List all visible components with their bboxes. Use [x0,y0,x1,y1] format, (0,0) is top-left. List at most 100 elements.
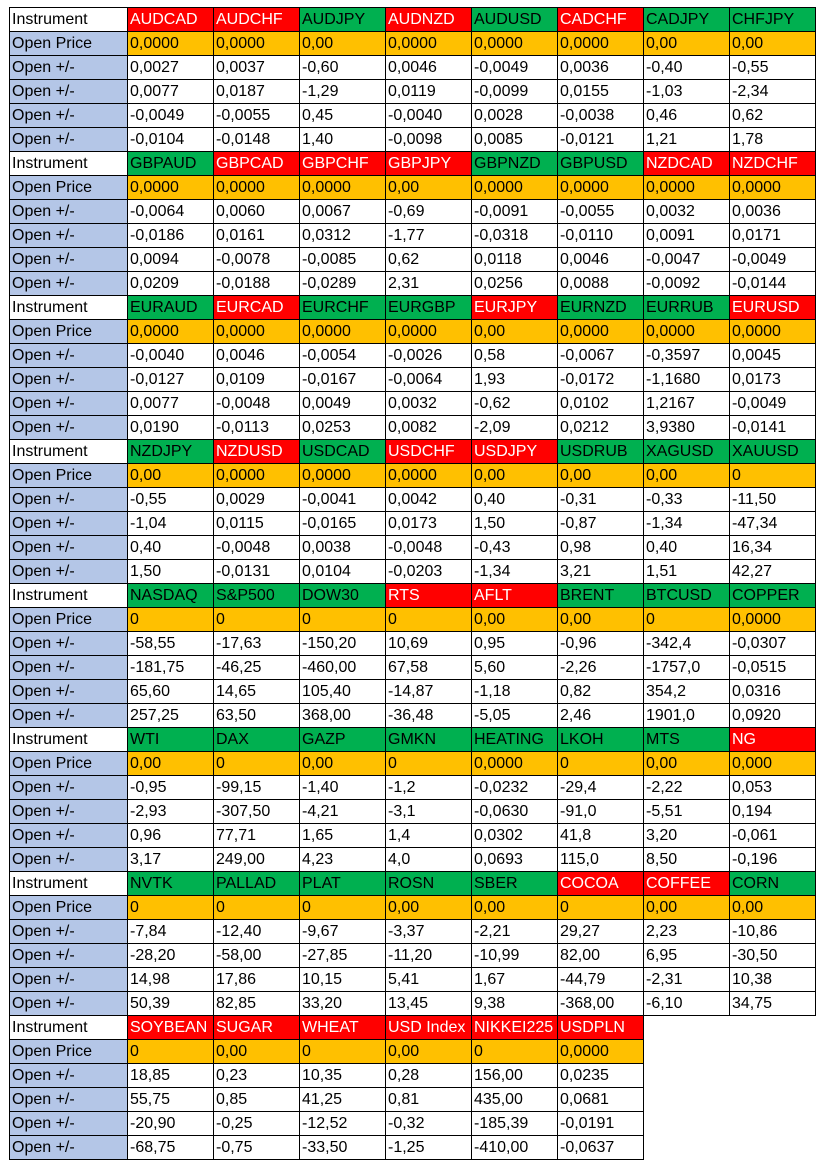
open-price-value: 0,0000 [127,319,214,344]
open-delta-value: -0,0049 [471,55,558,80]
open-delta-value: 14,65 [213,679,300,704]
row-label-open-delta: Open +/- [9,391,128,416]
open-delta-row: Open +/- 0,0027 0,0037 -0,60 0,0046 -0,0049 0,… [9,55,816,80]
empty-cell [643,1063,730,1088]
instrument-name: AUDCAD [127,7,214,32]
open-delta-value: 2,46 [557,703,644,728]
instrument-name: GBPUSD [557,151,644,176]
instrument-name: WHEAT [299,1015,386,1040]
instrument-name: GBPJPY [385,151,472,176]
open-delta-value: -0,25 [213,1111,300,1136]
empty-cell [643,1087,730,1112]
instrument-name: DAX [213,727,300,752]
instrument-name: NASDAQ [127,583,214,608]
open-delta-value: -0,0167 [299,367,386,392]
instrument-name: AUDCHF [213,7,300,32]
row-label-instrument: Instrument [9,295,128,320]
open-delta-value: 0,95 [471,631,558,656]
open-delta-value: 4,0 [385,847,472,872]
instrument-row: Instrument AUDCAD AUDCHF AUDJPY AUDNZD AUDUSD… [9,7,816,32]
open-delta-value: -0,87 [557,511,644,536]
open-price-value: 0,00 [643,31,730,56]
open-delta-value: 50,39 [127,991,214,1016]
open-delta-value: -0,0121 [557,127,644,152]
open-delta-value: -29,4 [557,775,644,800]
open-price-value: 0 [643,607,730,632]
open-delta-row: Open +/- 0,0209 -0,0188 -0,0289 2,31 0,0256 0,… [9,271,816,296]
open-price-value: 0,00 [385,895,472,920]
open-delta-value: -2,21 [471,919,558,944]
instrument-name: GBPAUD [127,151,214,176]
open-delta-value: 0,0037 [213,55,300,80]
open-delta-value: -0,0078 [213,247,300,272]
open-delta-row: Open +/- -0,0186 0,0161 0,0312 -1,77 -0,0318-… [9,223,816,248]
instrument-name: BRENT [557,583,644,608]
open-price-value: 0 [213,895,300,920]
open-delta-value: -20,90 [127,1111,214,1136]
row-label-open-delta: Open +/- [9,799,128,824]
open-delta-value: 0,82 [557,679,644,704]
open-delta-value: -1757,0 [643,655,730,680]
open-delta-value: 1,65 [299,823,386,848]
open-delta-value: -3,37 [385,919,472,944]
open-delta-value: -0,3597 [643,343,730,368]
open-price-row: Open Price 0 0 0 0 0,00 0,00 0 0,0000 [9,607,816,632]
open-delta-value: 0,0029 [213,487,300,512]
open-delta-value: -0,0041 [299,487,386,512]
open-delta-row: Open +/- 3,17 249,00 4,23 4,0 0,0693 115,0 8,50… [9,847,816,872]
open-delta-value: -47,34 [729,511,816,536]
instrument-row: Instrument WTI DAX GAZP GMKN HEATING LKOH MTS NG [9,727,816,752]
open-delta-value: -0,0131 [213,559,300,584]
open-delta-value: 0,0109 [213,367,300,392]
instrument-row: Instrument GBPAUD GBPCAD GBPCHF GBPJPY GBPNZD… [9,151,816,176]
open-price-value: 0,000 [729,751,816,776]
open-delta-value: 0,0173 [729,367,816,392]
row-label-open-price: Open Price [9,895,128,920]
open-delta-value: 1,21 [643,127,730,152]
open-delta-row: Open +/- -0,0064 0,0060 0,0067 -0,69 -0,0091-… [9,199,816,224]
open-delta-value: -0,0113 [213,415,300,440]
open-price-value: 0,0000 [385,463,472,488]
instrument-row: Instrument SOYBEAN SUGAR WHEAT USD Index NIKK… [9,1015,816,1040]
row-label-instrument: Instrument [9,871,128,896]
open-delta-value: -0,62 [471,391,558,416]
open-delta-value: 0,194 [729,799,816,824]
instrument-name: S&P500 [213,583,300,608]
open-delta-row: Open +/- 65,60 14,65 105,40 -14,87 -1,18 0,82 3… [9,679,816,704]
row-label-open-delta: Open +/- [9,127,128,152]
instrument-name: AUDJPY [299,7,386,32]
instrument-name: COPPER [729,583,816,608]
instrument-name: NG [729,727,816,752]
open-delta-value: 0,81 [385,1087,472,1112]
open-price-row: Open Price 0,0000 0,0000 0,0000 0,00 0,0000 0,… [9,175,816,200]
open-delta-value: 0,053 [729,775,816,800]
open-price-value: 0 [127,895,214,920]
row-label-instrument: Instrument [9,151,128,176]
open-price-value: 0 [557,895,644,920]
open-delta-value: 41,25 [299,1087,386,1112]
open-price-value: 0 [385,751,472,776]
open-delta-row: Open +/- -2,93 -307,50 -4,21 -3,1 -0,0630 -91,… [9,799,816,824]
open-delta-value: -0,0232 [471,775,558,800]
open-delta-value: -6,10 [643,991,730,1016]
open-price-value: 0 [299,1039,386,1064]
row-label-open-delta: Open +/- [9,535,128,560]
open-delta-value: 0,0049 [299,391,386,416]
row-label-open-delta: Open +/- [9,919,128,944]
row-label-open-delta: Open +/- [9,1135,128,1160]
open-delta-value: -0,0630 [471,799,558,824]
instrument-name: ROSN [385,871,472,896]
open-delta-value: 13,45 [385,991,472,1016]
open-delta-value: 0,0102 [557,391,644,416]
open-price-value: 0,00 [127,463,214,488]
instrument-name: USD Index [385,1015,472,1040]
open-price-value: 0 [127,607,214,632]
instrument-name: AUDNZD [385,7,472,32]
open-delta-value: -460,00 [299,655,386,680]
open-price-value: 0,0000 [385,31,472,56]
row-label-open-delta: Open +/- [9,823,128,848]
open-delta-value: 115,0 [557,847,644,872]
instrument-row: Instrument NZDJPY NZDUSD USDCAD USDCHF USDJPY… [9,439,816,464]
open-delta-value: 10,35 [299,1063,386,1088]
open-delta-value: -181,75 [127,655,214,680]
